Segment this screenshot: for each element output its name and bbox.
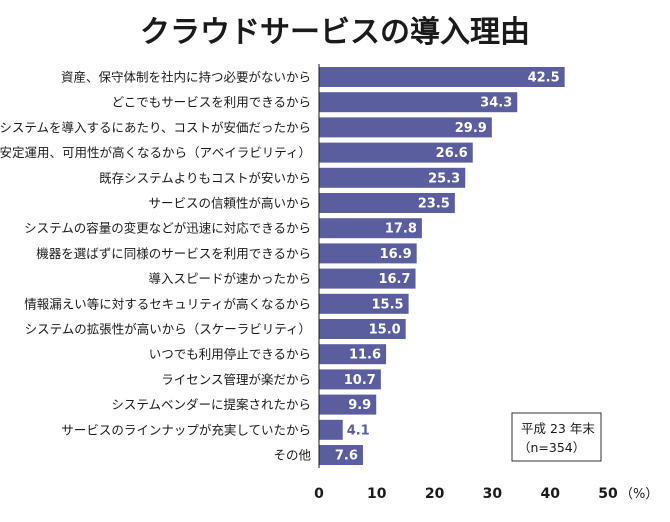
category-label: いつでも利用停止できるから — [149, 347, 311, 362]
bar — [319, 394, 377, 415]
bar — [319, 243, 417, 264]
bar — [319, 167, 466, 188]
value-label: 26.6 — [436, 146, 468, 161]
bar — [319, 193, 455, 213]
bar — [319, 268, 416, 289]
bar — [319, 142, 473, 163]
category-label: ライセンス管理が楽だから — [161, 372, 311, 387]
value-label: 11.6 — [349, 348, 381, 363]
category-label: その他 — [273, 448, 311, 463]
x-axis-ticks: 0 10 20 30 40 50 — [314, 486, 618, 502]
category-label: システムの拡張性が高いから（スケーラビリティ） — [25, 322, 311, 337]
category-label: 情報漏えい等に対するセキュリティが高くなるから — [24, 296, 311, 311]
category-label: 資産、保守体制を社内に持つ必要がないから — [61, 70, 311, 85]
value-label: 10.7 — [344, 373, 376, 388]
value-label: 17.8 — [385, 222, 417, 237]
value-labels: 42.5 34.3 29.9 26.6 25.3 23.517.8 16.9 16.7 15.5… — [335, 71, 560, 464]
value-label: 16.9 — [380, 247, 412, 262]
value-label: 34.3 — [480, 96, 512, 111]
x-tick-label: 40 — [540, 486, 560, 502]
chart-title: クラウドサービスの導入理由 — [140, 15, 530, 50]
note-survey-date: 平成 23 年末 — [521, 421, 595, 436]
category-label: 機器を選ばずに同様のサービスを利用できるから — [36, 246, 311, 261]
x-tick-label: 20 — [425, 486, 445, 502]
category-label: 新システムを導入するにあたり、コストが安価だったから — [0, 120, 311, 135]
bar — [319, 293, 409, 314]
category-label: 既存システムよりもコストが安いから — [99, 170, 311, 185]
note-sample-size: （n=354） — [518, 440, 585, 455]
x-tick-label: 50 — [598, 486, 618, 502]
x-tick-label: 30 — [483, 486, 503, 502]
category-label: サービスのラインナップが充実していたから — [61, 422, 311, 437]
value-label: 25.3 — [428, 171, 460, 186]
bar — [319, 369, 381, 390]
bar — [319, 445, 363, 465]
bar — [319, 67, 565, 87]
bar — [319, 92, 518, 113]
bar — [319, 218, 422, 239]
value-label: 7.6 — [335, 449, 358, 464]
note-box-frame — [511, 412, 602, 462]
value-label: 23.5 — [418, 197, 450, 212]
x-tick-label: 10 — [367, 486, 387, 502]
value-label: 29.9 — [455, 121, 487, 136]
value-label: 16.7 — [378, 272, 410, 287]
value-label: 42.5 — [528, 71, 560, 86]
value-label: 4.1 — [347, 423, 370, 438]
category-labels: 資産、保守体制を社内に持つ必要がないからどこでもサービスを利用できるから新システ… — [0, 70, 311, 463]
bar — [319, 117, 492, 138]
category-label: 安定運用、可用性が高くなるから（アベイラビリティ） — [0, 145, 311, 160]
category-label: どこでもサービスを利用できるから — [112, 95, 311, 110]
sample-note-box: 平成 23 年末 （n=354） — [511, 412, 602, 462]
category-label: サービスの信頼性が高いから — [148, 196, 311, 211]
x-axis-unit-label: （%） — [620, 487, 658, 502]
value-label: 15.0 — [369, 323, 401, 338]
x-tick-label: 0 — [314, 486, 324, 502]
bar — [319, 344, 387, 365]
bars-layer — [319, 67, 565, 465]
value-label: 9.9 — [348, 398, 371, 413]
category-label: 導入スピードが速かったから — [148, 271, 311, 286]
bar — [319, 319, 406, 339]
category-label: システムベンダーに提案されたから — [111, 397, 311, 412]
value-label: 15.5 — [372, 297, 404, 312]
bar — [319, 419, 343, 440]
category-label: システムの容量の変更などが迅速に対応できるから — [24, 221, 311, 236]
